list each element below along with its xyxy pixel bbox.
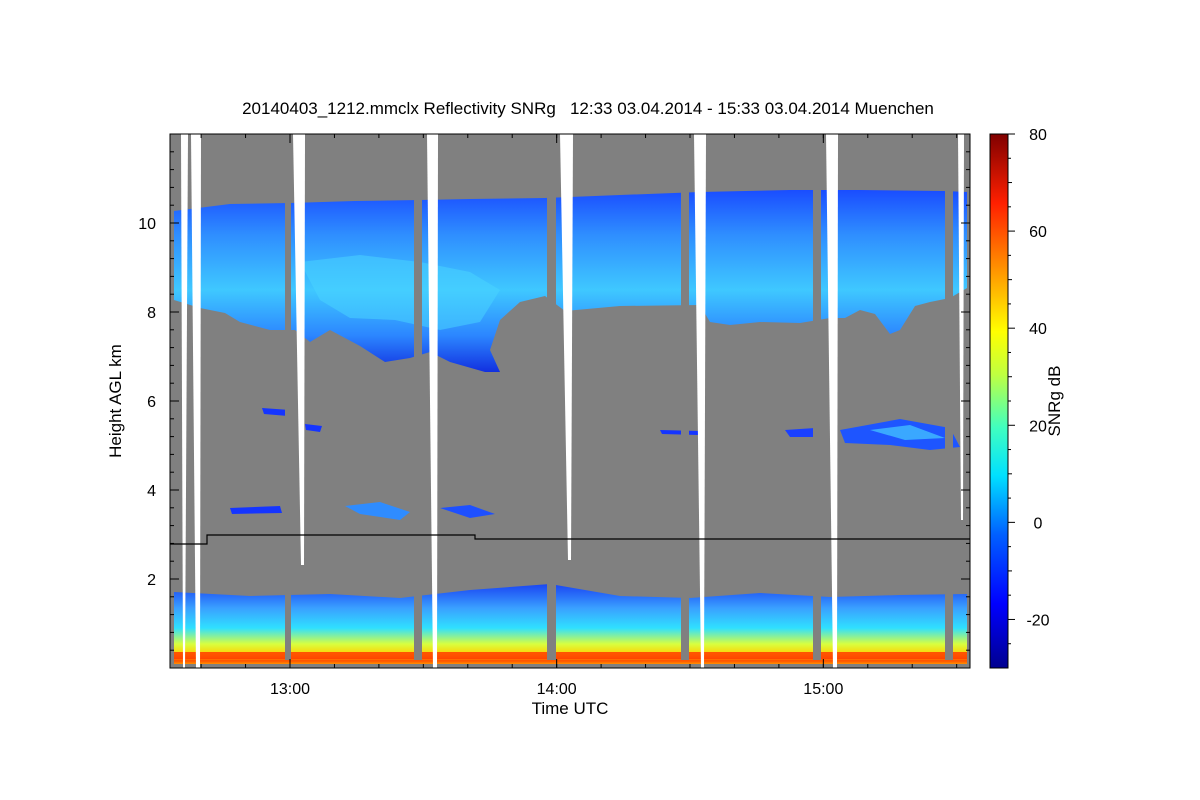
y-tick-label: 10 bbox=[138, 216, 156, 233]
mid-level-echoes bbox=[230, 408, 960, 520]
colorbar-tick-label: 40 bbox=[1029, 321, 1047, 338]
surface-echo-band bbox=[174, 652, 967, 659]
chart-title: 20140403_1212.mmclx Reflectivity SNRg 12… bbox=[242, 99, 934, 118]
x-axis-label: Time UTC bbox=[532, 699, 609, 718]
colorbar-label: SNRg dB bbox=[1045, 366, 1064, 437]
colorbar-tick-label: 20 bbox=[1029, 418, 1047, 435]
y-tick-label: 8 bbox=[147, 305, 156, 322]
x-tick-label: 15:00 bbox=[803, 681, 843, 698]
threshold-line bbox=[170, 534, 970, 545]
axes: 13:00 14:00 15:00 2 4 6 8 10 bbox=[138, 134, 970, 698]
blind-zone-gaps bbox=[181, 134, 964, 668]
x-tick-label: 14:00 bbox=[537, 681, 577, 698]
colorbar-tick-label: 60 bbox=[1029, 224, 1047, 241]
plot-area bbox=[170, 134, 970, 668]
cirrus-bright-core bbox=[300, 255, 500, 330]
y-tick-label: 2 bbox=[147, 572, 156, 589]
y-tick-label: 6 bbox=[147, 394, 156, 411]
colorbar-tick-label: -20 bbox=[1026, 612, 1049, 629]
colorbar bbox=[989, 133, 1009, 669]
y-axis-label: Height AGL km bbox=[106, 344, 125, 458]
colorbar-tick-label: 80 bbox=[1029, 127, 1047, 144]
y-tick-label: 4 bbox=[147, 483, 156, 500]
gray-columns bbox=[285, 190, 953, 660]
boundary-layer-echo bbox=[174, 584, 967, 664]
colorbar-tick-label: 0 bbox=[1034, 515, 1043, 532]
colorbar-ticks: -20 0 20 40 60 80 bbox=[1008, 127, 1050, 645]
x-tick-label: 13:00 bbox=[270, 681, 310, 698]
